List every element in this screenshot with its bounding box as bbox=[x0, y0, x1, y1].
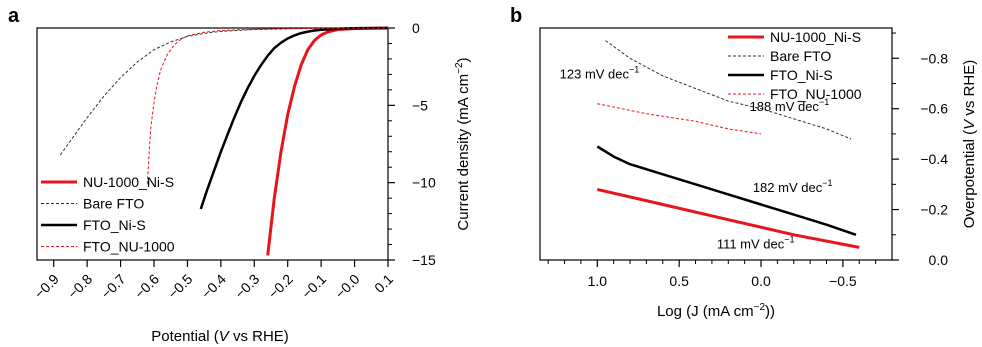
panel-a-y-axis-label: Current density (mA cm−2) bbox=[454, 57, 472, 230]
slope-annotation-3: 111 mV dec−1 bbox=[717, 235, 795, 252]
x-tick-label: −0.8 bbox=[64, 271, 95, 302]
panel-b-y-axis: 0.0 −0.2 −0.4 −0.6 −0.8 bbox=[892, 32, 949, 268]
slope-annotation-1: 188 mV dec−1 bbox=[750, 97, 830, 114]
x-tick-label: −0.9 bbox=[31, 271, 62, 302]
x-tick-label: −0.5 bbox=[829, 273, 857, 289]
x-tick-label: −0.3 bbox=[232, 271, 263, 302]
legend-label-0: NU-1000_Ni-S bbox=[770, 29, 861, 45]
y-tick-label: −0.6 bbox=[920, 101, 948, 117]
x-tick-label: −0.5 bbox=[165, 271, 196, 302]
legend-label-3: FTO_NU-1000 bbox=[770, 86, 862, 102]
panel-a-label: a bbox=[8, 5, 20, 27]
y-tick-label: 0.0 bbox=[929, 252, 949, 268]
panel-a-legend: NU-1000_Ni-S Bare FTO FTO_Ni-S FTO_NU-1000 bbox=[41, 174, 175, 255]
series-line-2 bbox=[199, 26, 389, 210]
panel-a-y-axis: 0 −5 −10 −15 bbox=[388, 20, 436, 268]
panel-b-x-axis-label: Log (J (mA cm−2)) bbox=[657, 302, 775, 320]
x-tick-label: −0.1 bbox=[298, 271, 329, 302]
x-tick-label: −0.6 bbox=[131, 271, 162, 302]
y-tick-label: −0.4 bbox=[920, 151, 948, 167]
series-line-3 bbox=[146, 27, 389, 185]
panel-b-series bbox=[596, 40, 860, 249]
series-line-2 bbox=[596, 145, 857, 236]
series-line-0 bbox=[266, 26, 389, 256]
y-tick-label: −15 bbox=[412, 252, 436, 268]
legend-label-1: Bare FTO bbox=[83, 196, 144, 212]
x-tick-label: −0.7 bbox=[98, 271, 129, 302]
panel-b-y-axis-label: Overpotential (V vs RHE) bbox=[961, 60, 978, 228]
legend-label-3: FTO_NU-1000 bbox=[83, 239, 175, 255]
slope-annotation-2: 182 mV dec−1 bbox=[753, 178, 833, 195]
legend-label-0: NU-1000_Ni-S bbox=[83, 174, 174, 190]
x-tick-label: −0.2 bbox=[265, 271, 296, 302]
y-tick-label: 0 bbox=[412, 20, 420, 36]
y-tick-label: −10 bbox=[412, 175, 436, 191]
panel-a-x-axis: −0.9 −0.8 −0.7 −0.6 −0.5 −0.4 −0.3 −0.2 −0.1 −0.0… bbox=[31, 260, 396, 302]
legend-label-2: FTO_Ni-S bbox=[770, 67, 833, 83]
panel-b-annotations: 123 mV dec−1 188 mV dec−1 182 mV dec−1 111 … bbox=[560, 64, 833, 251]
x-tick-label: −0.0 bbox=[332, 271, 363, 302]
panel-a-plot-frame bbox=[36, 27, 389, 261]
x-tick-label: 0.0 bbox=[751, 273, 771, 289]
x-tick-label: −0.4 bbox=[198, 271, 229, 302]
series-line-3 bbox=[597, 103, 762, 135]
x-tick-label: 1.0 bbox=[588, 273, 608, 289]
y-tick-label: −0.2 bbox=[920, 202, 948, 218]
panel-b-legend: NU-1000_Ni-S Bare FTO FTO_Ni-S FTO_NU-1000 bbox=[728, 29, 862, 102]
y-tick-label: −5 bbox=[412, 97, 428, 113]
panel-a-series bbox=[59, 26, 389, 256]
panel-a: a −0.9 −0.8 −0.7 −0.6 −0.5 −0.4 −0.3 −0.2 −0.1 −0… bbox=[8, 5, 472, 345]
x-tick-label: 0.1 bbox=[371, 271, 396, 296]
legend-label-1: Bare FTO bbox=[770, 48, 831, 64]
panel-b-label: b bbox=[510, 5, 522, 27]
y-tick-label: −0.8 bbox=[920, 50, 948, 66]
series-line-1 bbox=[59, 27, 389, 156]
legend-label-2: FTO_Ni-S bbox=[83, 217, 146, 233]
x-tick-label: 0.5 bbox=[669, 273, 689, 289]
panel-b-x-axis: 1.0 0.5 0.0 −0.5 bbox=[547, 260, 877, 289]
panel-b: b 1.0 0.5 0.0 −0.5 0.0 −0.2 −0.4 −0.6 −0.8 NU-1… bbox=[510, 5, 978, 320]
panel-b-plot-frame bbox=[539, 27, 893, 261]
panel-a-x-axis-label: Potential (V vs RHE) bbox=[151, 328, 289, 345]
series-line-1 bbox=[605, 40, 852, 140]
slope-annotation-0: 123 mV dec−1 bbox=[560, 64, 640, 81]
series-line-0 bbox=[596, 187, 860, 249]
